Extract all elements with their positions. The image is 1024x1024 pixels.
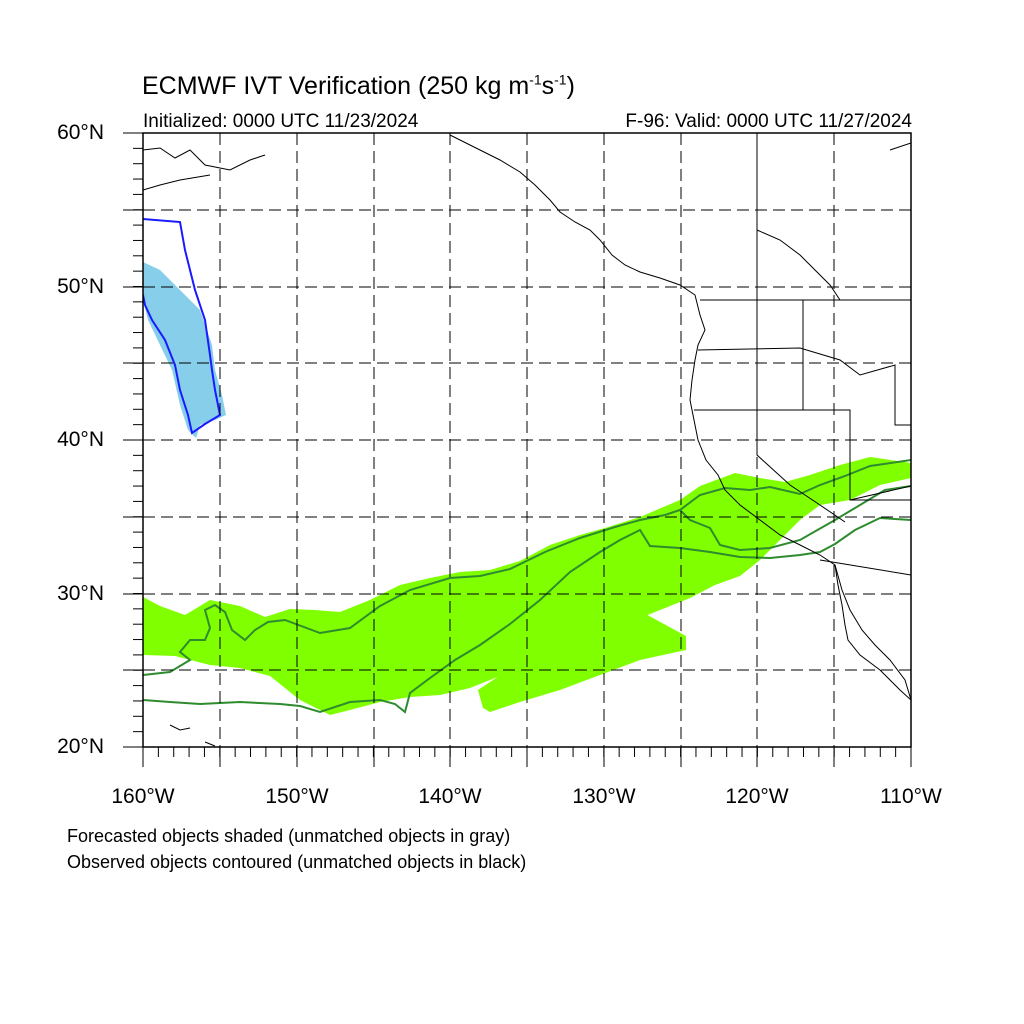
map-title: ECMWF IVT Verification (250 kg m-1s-1) bbox=[142, 71, 575, 100]
lat-label-50n: 50°N bbox=[57, 275, 104, 298]
valid-time-label: F-96: Valid: 0000 UTC 11/27/2024 bbox=[625, 111, 912, 132]
lon-label-160w: 160°W bbox=[111, 785, 175, 808]
lon-label-140w: 140°W bbox=[418, 785, 482, 808]
lon-label-120w: 120°W bbox=[725, 785, 789, 808]
lon-label-110w: 110°W bbox=[880, 785, 942, 808]
observed-object-north bbox=[143, 218, 222, 435]
lat-label-30n: 30°N bbox=[57, 582, 104, 605]
lat-label-60n: 60°N bbox=[57, 121, 104, 144]
lat-label-20n: 20°N bbox=[57, 735, 104, 758]
legend-note-observed: Observed objects contoured (unmatched ob… bbox=[67, 852, 527, 872]
minor-ticks bbox=[133, 132, 897, 757]
legend-note-forecast: Forecasted objects shaded (unmatched obj… bbox=[67, 826, 511, 846]
lon-label-150w: 150°W bbox=[265, 785, 329, 808]
observed-object-main bbox=[143, 459, 911, 714]
forecast-object-streak-1 bbox=[478, 611, 686, 712]
lat-label-40n: 40°N bbox=[57, 428, 104, 451]
coastlines bbox=[143, 133, 911, 747]
forecast-object-north bbox=[143, 262, 226, 438]
initialized-label: Initialized: 0000 UTC 11/23/2024 bbox=[143, 111, 419, 132]
lon-label-130w: 130°W bbox=[572, 785, 636, 808]
